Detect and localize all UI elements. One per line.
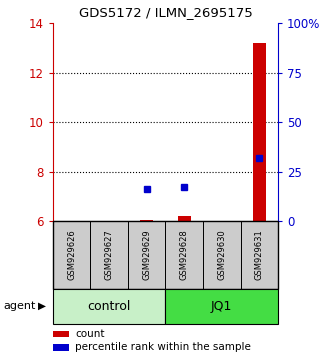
Text: count: count [75, 329, 105, 339]
Text: GSM929627: GSM929627 [105, 229, 114, 280]
Text: GSM929631: GSM929631 [255, 229, 264, 280]
Bar [203, 221, 241, 289]
Bar [253, 43, 266, 221]
Text: GSM929628: GSM929628 [180, 229, 189, 280]
Text: control: control [87, 300, 131, 313]
Text: GSM929629: GSM929629 [142, 229, 151, 280]
Text: percentile rank within the sample: percentile rank within the sample [75, 342, 251, 352]
Bar [53, 344, 69, 351]
Bar [241, 221, 278, 289]
Bar [53, 331, 69, 337]
Text: GSM929626: GSM929626 [67, 229, 76, 280]
Bar [140, 219, 153, 221]
Title: GDS5172 / ILMN_2695175: GDS5172 / ILMN_2695175 [79, 6, 252, 19]
Bar [178, 216, 191, 221]
Bar [90, 221, 128, 289]
Bar [166, 289, 278, 324]
Text: JQ1: JQ1 [211, 300, 232, 313]
Bar [53, 221, 90, 289]
Bar [128, 221, 166, 289]
Text: agent: agent [3, 301, 36, 311]
Text: ▶: ▶ [38, 301, 46, 311]
Text: GSM929630: GSM929630 [217, 229, 226, 280]
Bar [53, 289, 166, 324]
Bar [166, 221, 203, 289]
